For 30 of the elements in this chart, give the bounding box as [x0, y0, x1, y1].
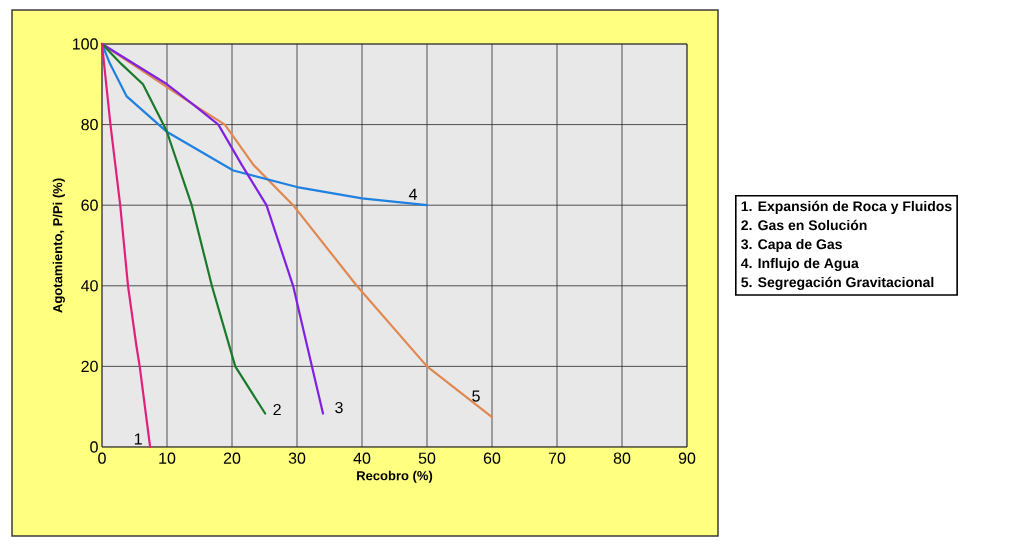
y-tick-label: 0 [90, 441, 98, 453]
x-tick-label: 40 [353, 452, 371, 464]
series-label: 3 [335, 401, 343, 414]
text: 3. Capa de Gas [741, 238, 842, 252]
series-label: 5 [472, 390, 480, 402]
y-tick-label: 100 [73, 38, 98, 50]
x-tick-label: 20 [223, 452, 241, 464]
series-label: 1 [134, 433, 142, 445]
x-tick-label: 70 [548, 452, 566, 464]
text: 1. Expansión de Roca y Fluidos [741, 200, 952, 214]
x-tick-label: 60 [483, 452, 501, 464]
x-tick-label: 90 [678, 452, 696, 464]
y-axis-title: Agotamiento, P/Pi (%) [52, 178, 65, 313]
y-tick-label: 60 [81, 199, 98, 211]
y-tick-label: 20 [81, 360, 98, 373]
x-tick-label: 80 [613, 452, 631, 464]
text: 2. Gas en Solución [741, 219, 867, 231]
series-label: 4 [408, 188, 417, 200]
line-series [100, 42, 267, 415]
x-tick-label: 10 [159, 452, 176, 464]
series-label: 2 [273, 403, 281, 416]
x-tick-label: 50 [418, 452, 436, 464]
x-tick-label: 30 [288, 452, 306, 464]
x-tick-label: 0 [98, 452, 106, 464]
y-tick-label: 40 [81, 280, 98, 292]
line-series [100, 42, 152, 449]
y-tick-label: 80 [81, 118, 98, 131]
text: 5. Segregación Gravitacional [741, 276, 934, 291]
text: 4. Influjo de Agua [741, 257, 859, 272]
x-axis-title: Recobro (%) [357, 470, 433, 483]
